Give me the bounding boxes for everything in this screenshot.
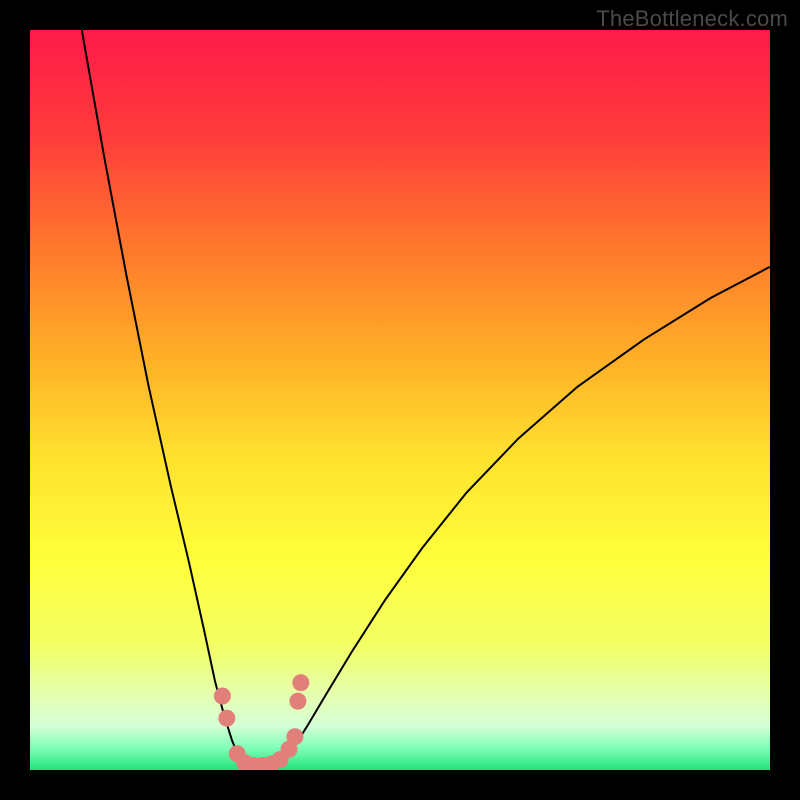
watermark-label: TheBottleneck.com bbox=[596, 6, 788, 32]
marker-dot bbox=[289, 693, 306, 710]
marker-dot bbox=[214, 688, 231, 705]
plot-svg bbox=[30, 30, 770, 770]
plot-area bbox=[30, 30, 770, 770]
marker-dot bbox=[292, 674, 309, 691]
marker-dot bbox=[218, 710, 235, 727]
chart-outer: TheBottleneck.com bbox=[0, 0, 800, 800]
marker-dot bbox=[286, 728, 303, 745]
gradient-background bbox=[30, 30, 770, 770]
